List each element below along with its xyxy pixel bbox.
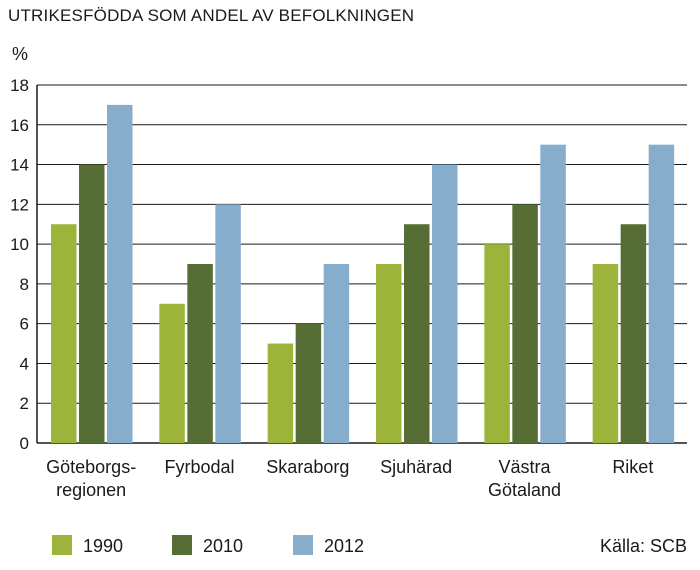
category-label: Göteborgs-: [46, 457, 136, 477]
bar-2012-0: [107, 104, 133, 443]
bar-2012-4: [540, 144, 566, 443]
legend-label-2010: 2010: [203, 536, 243, 556]
category-label: Skaraborg: [266, 457, 349, 477]
category-label: Riket: [612, 457, 653, 477]
legend-swatch-2012: [293, 535, 313, 555]
bar-2010-4: [512, 204, 538, 443]
bar-2010-0: [79, 164, 105, 444]
bar-2012-2: [323, 264, 350, 443]
axes: [36, 85, 687, 444]
bar-1990-0: [51, 224, 77, 443]
y-tick-label: 18: [10, 76, 29, 95]
category-label: regionen: [56, 480, 126, 500]
legend-label-1990: 1990: [83, 536, 123, 556]
bar-1990-4: [484, 244, 510, 443]
legend-swatch-1990: [52, 535, 72, 555]
bars: [51, 104, 675, 444]
y-tick-label: 14: [10, 156, 29, 175]
labels: % 0 2 4 6 8 10 12 14 16 18 Göteborgs-regionen Fyrbod…: [10, 44, 653, 500]
bar-2010-1: [187, 264, 213, 443]
legend-swatch-2010: [172, 535, 192, 555]
bar-2010-3: [404, 224, 430, 443]
category-label: Västra: [498, 457, 551, 477]
category-label: Götaland: [488, 480, 561, 500]
legend: 1990 2010 2012 Källa: SCB: [52, 535, 687, 556]
legend-label-2012: 2012: [324, 536, 364, 556]
y-axis-label: %: [12, 44, 28, 64]
y-tick-label: 16: [10, 116, 29, 135]
bar-1990-1: [159, 303, 185, 443]
y-tick-label: 12: [10, 195, 29, 214]
y-tick-label: 4: [20, 354, 29, 373]
y-tick-label: 6: [20, 315, 29, 334]
bar-2010-2: [295, 323, 322, 443]
y-tick-label: 10: [10, 235, 29, 254]
bar-1990-2: [267, 343, 294, 443]
bar-2012-5: [648, 144, 675, 443]
bar-1990-3: [376, 264, 402, 443]
chart-title: UTRIKESFÖDDA SOM ANDEL AV BEFOLKNINGEN: [8, 6, 415, 25]
y-tick-label: 2: [20, 394, 29, 413]
category-label: Sjuhärad: [380, 457, 452, 477]
y-tick-label: 0: [20, 434, 29, 453]
y-tick-label: 8: [20, 275, 29, 294]
gridlines: [37, 84, 687, 404]
bar-2012-1: [215, 204, 241, 443]
bar-2010-5: [620, 224, 647, 443]
category-label: Fyrbodal: [164, 457, 234, 477]
bar-2012-3: [432, 164, 458, 444]
source-note: Källa: SCB: [600, 536, 687, 556]
bar-1990-5: [592, 264, 619, 443]
